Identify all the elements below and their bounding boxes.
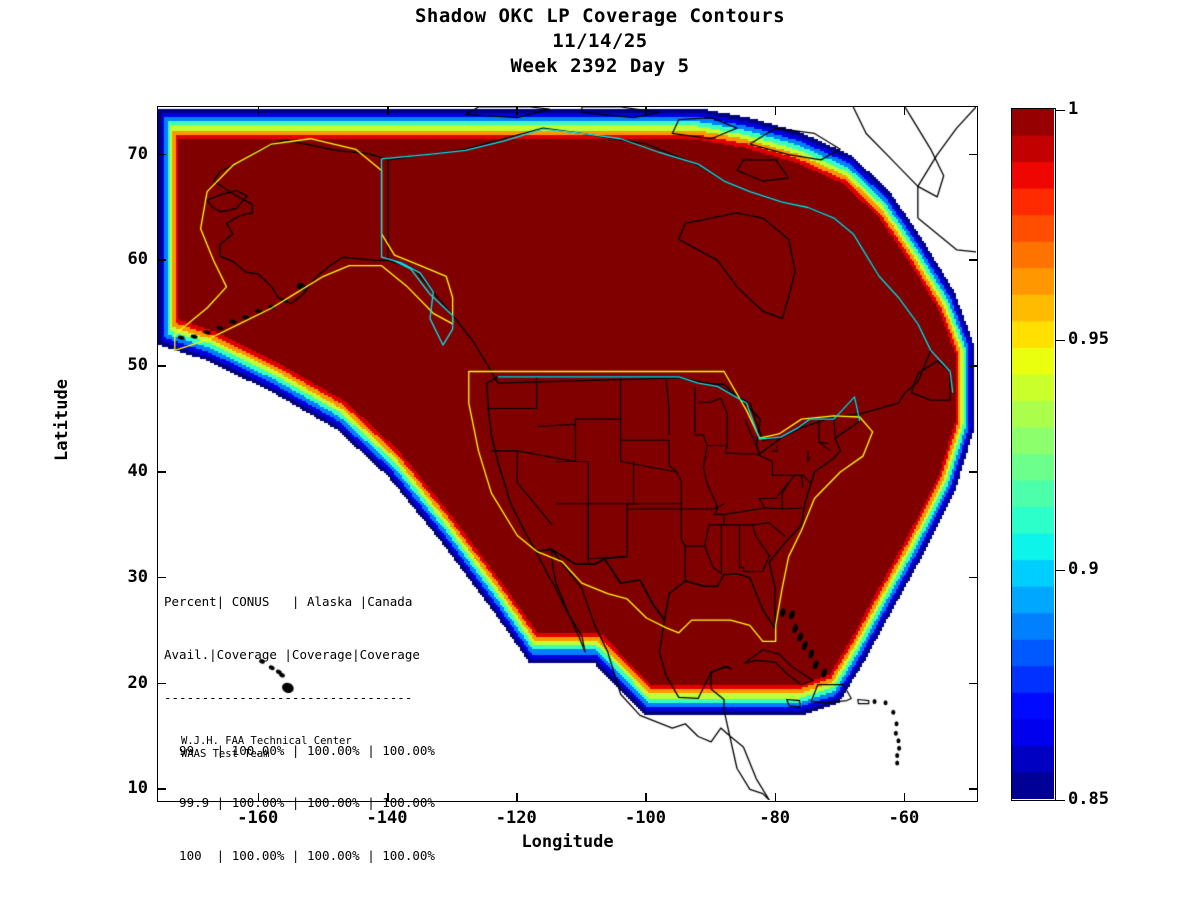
coverage-contour-canvas: [158, 107, 976, 800]
y-tick-right: [969, 576, 978, 579]
x-tick-label: -60: [888, 808, 920, 828]
coverage-stats-table: Percent| CONUS | Alaska |Canada Avail.|C…: [164, 558, 435, 882]
title-line-2: 11/14/25: [552, 30, 648, 52]
x-tick-top: [774, 106, 777, 115]
y-tick-label: 50: [127, 355, 148, 376]
x-tick-label: -140: [366, 808, 408, 828]
colorbar-tick: [1056, 339, 1065, 341]
x-tick: [645, 793, 647, 802]
x-tick: [516, 793, 518, 802]
y-tick: [157, 471, 166, 473]
x-tick-top: [645, 106, 647, 115]
y-tick-label: 60: [127, 249, 148, 270]
credit-line-1: W.J.H. FAA Technical Center: [181, 735, 352, 747]
x-tick-label: -100: [624, 808, 666, 828]
y-tick: [157, 576, 166, 579]
table-row: 99.9 | 100.00% | 100.00% | 100.00%: [164, 795, 435, 810]
credit-block: W.J.H. FAA Technical Center WAAS Test Te…: [181, 735, 352, 761]
y-tick: [157, 365, 166, 367]
table-row: 99 | 100.00% | 100.00% | 100.00%: [164, 742, 435, 758]
colorbar-tick: [1056, 799, 1065, 801]
x-tick-top: [516, 106, 518, 115]
colorbar-tick: [1056, 109, 1065, 111]
colorbar[interactable]: [1011, 108, 1056, 801]
coverage-map-plot[interactable]: [157, 106, 978, 802]
title-line-1: Shadow OKC LP Coverage Contours: [414, 5, 786, 27]
y-tick: [157, 259, 166, 261]
y-tick-right: [969, 471, 978, 473]
y-tick: [157, 682, 166, 685]
credit-line-2: WAAS Test Team: [181, 748, 270, 760]
colorbar-tick-label: 0.85: [1068, 788, 1109, 809]
x-tick: [387, 793, 389, 802]
colorbar-tick-label: 0.9: [1068, 558, 1099, 579]
y-tick-label: 20: [127, 672, 148, 693]
colorbar-tick-label: 1: [1068, 98, 1079, 119]
y-tick-right: [969, 788, 978, 790]
x-tick: [774, 793, 777, 802]
x-axis-label: Longitude: [521, 832, 614, 852]
colorbar-tick-label: 0.95: [1068, 328, 1109, 349]
stats-header-row-1: Percent| CONUS | Alaska |Canada: [164, 594, 413, 609]
x-tick-label: -80: [759, 808, 791, 828]
x-tick-top: [903, 106, 906, 115]
y-tick-right: [969, 365, 978, 367]
y-axis-label: Latitude: [52, 379, 72, 461]
colorbar-gradient: [1012, 109, 1054, 799]
y-tick-right: [969, 153, 978, 156]
chart-title-block: Shadow OKC LP Coverage Contours 11/14/25…: [0, 4, 1200, 79]
x-tick: [257, 793, 260, 802]
y-tick-label: 70: [127, 143, 148, 164]
title-line-3: Week 2392 Day 5: [510, 55, 690, 77]
stats-divider: ---------------------------------: [164, 690, 413, 705]
y-tick-label: 40: [127, 461, 148, 481]
x-tick-label: -160: [237, 808, 279, 828]
x-tick-top: [387, 106, 389, 115]
y-tick-label: 30: [127, 566, 148, 587]
y-tick-right: [969, 682, 978, 685]
colorbar-tick: [1056, 569, 1065, 571]
x-tick-top: [257, 106, 260, 115]
y-tick: [157, 788, 166, 790]
x-tick-label: -120: [495, 808, 537, 828]
table-row: 100 | 100.00% | 100.00% | 100.00%: [164, 847, 435, 863]
y-tick-label: 10: [127, 778, 148, 799]
y-tick-right: [969, 259, 978, 261]
x-tick: [903, 793, 906, 802]
stats-header-row-2: Avail.|Coverage |Coverage|Coverage: [164, 646, 420, 662]
y-tick: [157, 153, 166, 156]
